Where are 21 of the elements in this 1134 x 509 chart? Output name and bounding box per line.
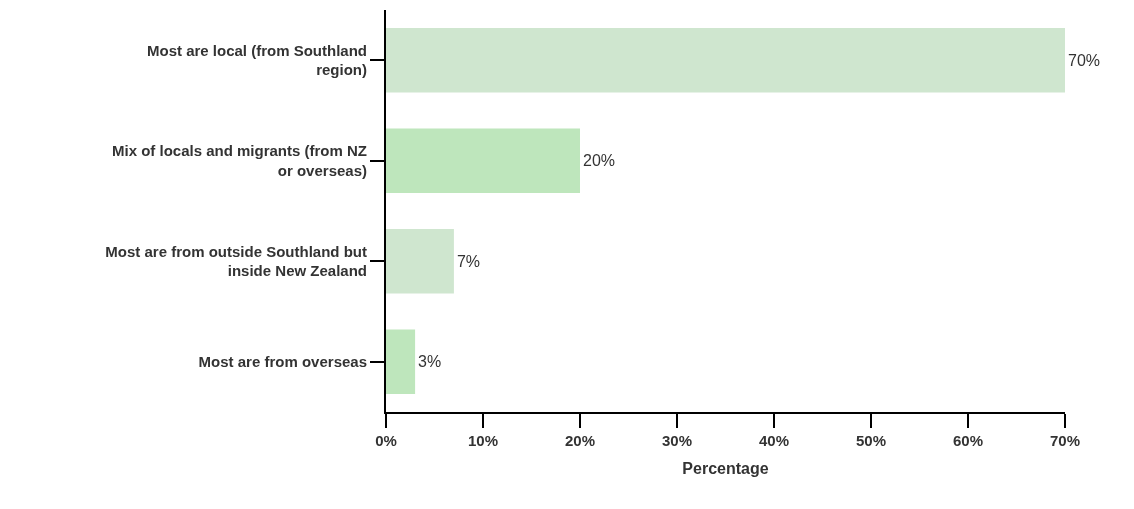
x-tick-label: 20%	[564, 432, 596, 449]
x-tick-label: 0%	[375, 432, 397, 449]
x-axis-title: Percentage	[682, 460, 769, 478]
y-tick-label: Most are from outside Southland but inside New Zealand	[105, 242, 367, 280]
bar	[386, 128, 580, 193]
x-tick-label: 70%	[1049, 432, 1081, 449]
data-label: 7%	[456, 252, 481, 270]
data-label: 20%	[583, 152, 616, 170]
x-tick-label: 10%	[467, 432, 499, 449]
bar	[386, 28, 1065, 93]
x-tick-label: 50%	[855, 432, 887, 449]
data-label: 3%	[418, 353, 442, 371]
x-tick-label: 30%	[661, 432, 693, 449]
y-tick-label: Mix of locals and migrants (from NZ or overseas)	[111, 142, 367, 179]
y-tick-label: Most are from overseas	[198, 353, 367, 370]
bar	[386, 229, 454, 294]
bar	[386, 329, 416, 394]
y-tick-label: Most are local (from Southland region)	[146, 41, 367, 79]
data-label: 70%	[1068, 51, 1101, 69]
x-tick-label: 40%	[758, 432, 790, 449]
x-tick-label: 60%	[952, 432, 984, 449]
